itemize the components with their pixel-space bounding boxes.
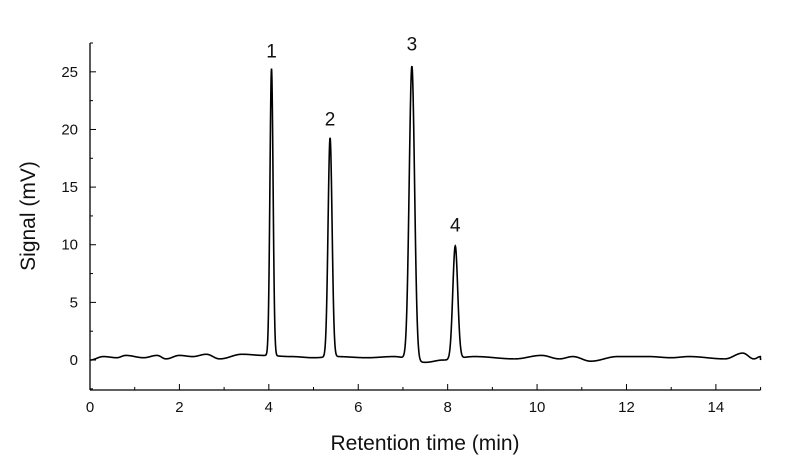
x-tick-label: 6 [354,399,362,416]
peak-labels: 1 2 3 4 [266,35,461,237]
x-tick-label: 2 [175,399,183,416]
peak-label: 1 [266,42,277,63]
x-axis-label: Retention time (min) [330,432,519,455]
y-tick-label: 25 [61,64,78,81]
y-tick-label: 20 [61,121,78,138]
signal-trace [89,65,762,364]
x-tick-label: 12 [618,399,635,416]
x-tick-label: 0 [86,399,94,416]
x-tick-label: 4 [265,399,273,416]
x-tick-label: 10 [529,399,546,416]
peak-label: 2 [325,110,336,131]
x-tick-label: 8 [443,399,451,416]
peak-label: 3 [407,35,418,56]
y-tick-label: 15 [61,179,78,196]
peak-label: 4 [450,216,461,237]
y-tick-label: 5 [70,294,78,311]
y-axis-label: Signal (mV) [17,161,40,271]
y-tick-label: 0 [70,352,78,369]
y-tick-label: 10 [61,237,78,254]
x-tick-label: 14 [708,399,725,416]
